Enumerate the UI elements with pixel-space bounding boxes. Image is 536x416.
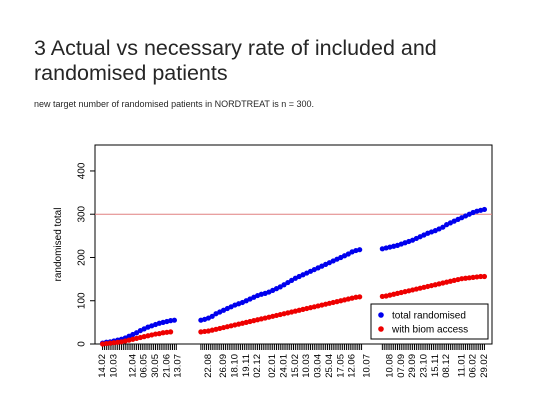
y-tick-label: 200 — [77, 249, 88, 266]
y-tick-label: 400 — [77, 162, 88, 179]
x-tick-label: 15.02 — [290, 354, 301, 378]
point-with-biom-access — [115, 339, 121, 345]
x-tick-label: 03.04 — [313, 354, 324, 378]
x-tick-label: 29.02 — [479, 354, 490, 378]
legend-label: total randomised — [392, 311, 466, 322]
point-with-biom-access — [462, 275, 469, 281]
point-with-biom-access — [481, 273, 488, 280]
point-total-randomised — [345, 251, 351, 257]
x-tick-label: 18.10 — [229, 354, 240, 378]
x-tick-label: 12.04 — [127, 354, 138, 378]
x-tick-label: 02.01 — [267, 354, 278, 378]
slide-subtitle: new target number of randomised patients… — [34, 99, 315, 109]
x-tick-label: 15.11 — [430, 354, 441, 377]
x-tick-label: 08.12 — [441, 354, 452, 378]
y-tick-label: 100 — [77, 292, 88, 309]
x-tick-label: 10.03 — [301, 354, 312, 378]
legend-label: with biom access — [391, 325, 468, 336]
x-tick-label: 22.08 — [203, 354, 214, 378]
point-with-biom-access — [198, 329, 204, 335]
x-tick-label: 10.03 — [108, 354, 119, 378]
legend-marker — [378, 326, 384, 332]
x-tick-label: 30.05 — [150, 354, 161, 378]
x-tick-label: 02.12 — [252, 354, 263, 378]
point-with-biom-access — [474, 274, 480, 280]
point-with-biom-access — [353, 294, 359, 300]
point-total-randomised — [357, 247, 363, 253]
point-total-randomised — [209, 313, 215, 319]
legend-marker — [378, 312, 384, 318]
point-total-randomised — [168, 318, 174, 324]
x-tick-label: 21.06 — [161, 354, 172, 378]
y-tick-label: 300 — [77, 205, 88, 222]
point-with-biom-access — [107, 340, 113, 346]
x-tick-label: 11.01 — [456, 354, 467, 377]
point-with-biom-access — [111, 340, 117, 346]
x-tick-label: 26.09 — [218, 354, 229, 378]
x-tick-label: 24.01 — [279, 354, 290, 378]
point-with-biom-access — [357, 294, 363, 300]
point-total-randomised — [171, 317, 177, 323]
point-with-biom-access — [152, 331, 159, 337]
x-tick-label: 07.09 — [396, 354, 407, 378]
point-with-biom-access — [103, 340, 109, 347]
x-tick-label: 10.08 — [384, 354, 395, 378]
x-tick-label: 13.07 — [173, 354, 184, 378]
legend-box — [370, 303, 489, 340]
slide-title-line-2: randomised patients — [34, 61, 228, 85]
y-axis-label: randomised total — [53, 208, 64, 282]
x-tick-label: 17.05 — [335, 354, 346, 378]
point-with-biom-access — [160, 330, 166, 336]
x-tick-label: 06.05 — [139, 354, 150, 378]
point-with-biom-access — [164, 329, 170, 335]
point-with-biom-access — [470, 274, 476, 280]
x-tick-label: 06.02 — [468, 354, 479, 378]
point-total-randomised — [285, 279, 291, 286]
x-tick-label: 14.02 — [97, 354, 108, 378]
point-with-biom-access — [466, 275, 472, 281]
point-total-randomised — [289, 277, 295, 284]
point-with-biom-access — [99, 341, 106, 347]
point-with-biom-access — [202, 328, 208, 335]
x-tick-label: 29.09 — [407, 354, 418, 378]
point-with-biom-access — [459, 276, 465, 282]
point-total-randomised — [481, 206, 488, 213]
x-tick-label: 19.11 — [241, 354, 252, 377]
x-tick-label: 23.10 — [418, 354, 429, 378]
point-total-randomised — [281, 282, 287, 288]
point-with-biom-access — [478, 273, 484, 280]
slide-title: 3 Actual vs necessary rate of included a… — [34, 36, 524, 86]
point-total-randomised — [133, 330, 140, 336]
point-total-randomised — [440, 224, 446, 230]
slide-title-line-1: 3 Actual vs necessary rate of included a… — [34, 36, 437, 60]
point-total-randomised — [277, 284, 283, 290]
x-tick-label: 12.06 — [347, 354, 358, 378]
x-tick-label: 25.04 — [324, 354, 335, 378]
y-tick-label: 0 — [77, 341, 88, 347]
point-with-biom-access — [168, 329, 174, 335]
x-tick-label: 10.07 — [362, 354, 373, 378]
point-with-biom-access — [379, 293, 385, 300]
